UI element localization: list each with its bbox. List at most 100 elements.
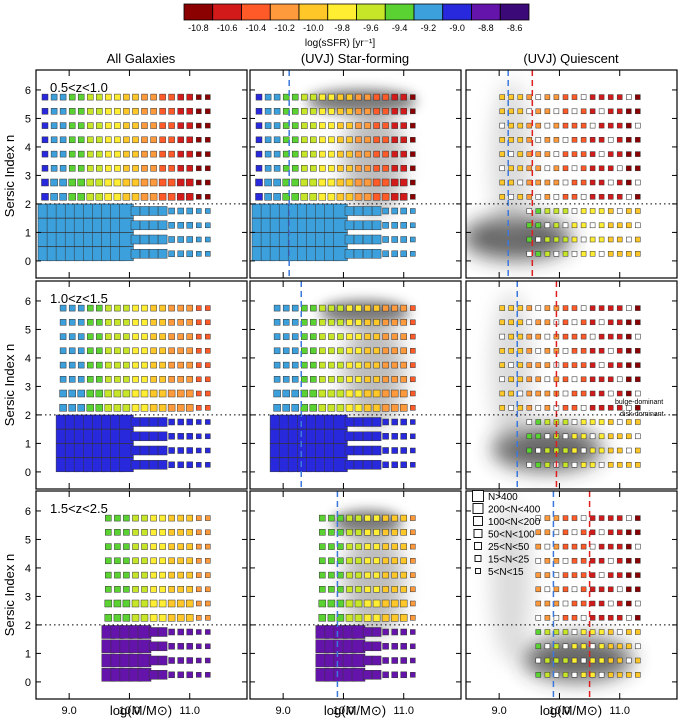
- data-square: [176, 193, 185, 201]
- data-square: [196, 433, 202, 440]
- colorbar-tick-label: -9.2: [421, 23, 437, 33]
- data-square: [157, 627, 168, 637]
- data-square: [282, 136, 290, 144]
- data-square: [105, 122, 112, 129]
- data-square: [141, 376, 148, 383]
- data-square: [186, 657, 193, 664]
- data-square: [382, 447, 389, 454]
- data-square: [544, 572, 551, 578]
- x-tick-label: 10.0: [119, 705, 140, 717]
- data-square: [77, 319, 85, 326]
- data-square: [544, 600, 551, 607]
- y-tick-label: 1: [25, 438, 31, 450]
- data-square: [337, 165, 344, 172]
- data-square: [607, 236, 614, 243]
- data-square: [598, 543, 605, 550]
- column-title-all: All Galaxies: [107, 51, 176, 66]
- data-square: [186, 376, 193, 383]
- data-square: [310, 150, 317, 158]
- data-square: [571, 672, 578, 678]
- data-square: [168, 543, 175, 550]
- data-square: [373, 319, 380, 326]
- data-square: [68, 122, 76, 129]
- data-square: [562, 447, 569, 454]
- data-square: [159, 514, 166, 522]
- data-square: [141, 557, 148, 565]
- data-square: [353, 417, 364, 427]
- data-square: [114, 376, 121, 383]
- data-square: [291, 304, 299, 312]
- data-square: [598, 236, 605, 243]
- data-square: [571, 629, 578, 635]
- y-tick-label: 3: [25, 170, 31, 182]
- data-square: [105, 543, 112, 550]
- data-square: [186, 529, 193, 536]
- data-square: [517, 348, 524, 354]
- data-square: [635, 586, 641, 593]
- data-square: [499, 362, 505, 368]
- data-square: [635, 672, 641, 678]
- data-square: [123, 586, 130, 593]
- data-square: [282, 319, 290, 326]
- data-square: [607, 94, 614, 100]
- data-square: [132, 319, 139, 326]
- data-square: [132, 361, 139, 369]
- data-square: [382, 347, 389, 355]
- data-square: [544, 390, 551, 397]
- data-square: [168, 514, 175, 522]
- data-square: [400, 222, 407, 229]
- data-square: [336, 389, 345, 398]
- data-square: [362, 431, 373, 442]
- data-square: [123, 376, 130, 383]
- data-square: [157, 655, 168, 666]
- data-square: [616, 600, 623, 607]
- data-square: [410, 515, 416, 521]
- data-square: [282, 122, 290, 129]
- data-square: [626, 137, 632, 143]
- data-square: [346, 304, 353, 312]
- data-square: [626, 390, 632, 397]
- data-square: [635, 122, 641, 129]
- data-square: [132, 514, 139, 522]
- data-square: [310, 376, 317, 383]
- data-square: [382, 643, 389, 650]
- data-square: [114, 571, 121, 579]
- data-square: [535, 122, 542, 129]
- data-square: [205, 390, 211, 397]
- data-square: [337, 122, 344, 129]
- data-square: [114, 557, 121, 565]
- data-square: [86, 389, 95, 398]
- data-square: [580, 672, 587, 678]
- data-square: [562, 222, 569, 229]
- data-square: [598, 600, 605, 607]
- data-square: [626, 433, 632, 440]
- data-square: [205, 208, 211, 214]
- data-square: [373, 150, 380, 158]
- data-square: [157, 431, 168, 442]
- data-square: [382, 433, 389, 440]
- data-square: [355, 571, 362, 579]
- data-square: [535, 222, 542, 229]
- data-square: [635, 376, 641, 383]
- data-square: [159, 361, 166, 369]
- y-tick-label: 2: [25, 620, 31, 632]
- data-square: [205, 600, 211, 607]
- data-square: [363, 389, 372, 398]
- data-square: [205, 543, 211, 550]
- data-square: [328, 122, 335, 129]
- data-square: [177, 93, 184, 101]
- data-square: [607, 572, 614, 578]
- data-square: [571, 433, 578, 440]
- data-square: [186, 150, 193, 158]
- data-square: [571, 376, 578, 383]
- y-tick-label: 3: [25, 381, 31, 393]
- data-square: [77, 122, 85, 129]
- data-square: [300, 404, 309, 412]
- data-square: [86, 178, 95, 187]
- panel-frame: [249, 280, 462, 490]
- data-square: [301, 122, 308, 129]
- data-square: [580, 333, 587, 340]
- data-square: [544, 515, 551, 521]
- data-square: [399, 404, 408, 412]
- data-square: [273, 136, 281, 144]
